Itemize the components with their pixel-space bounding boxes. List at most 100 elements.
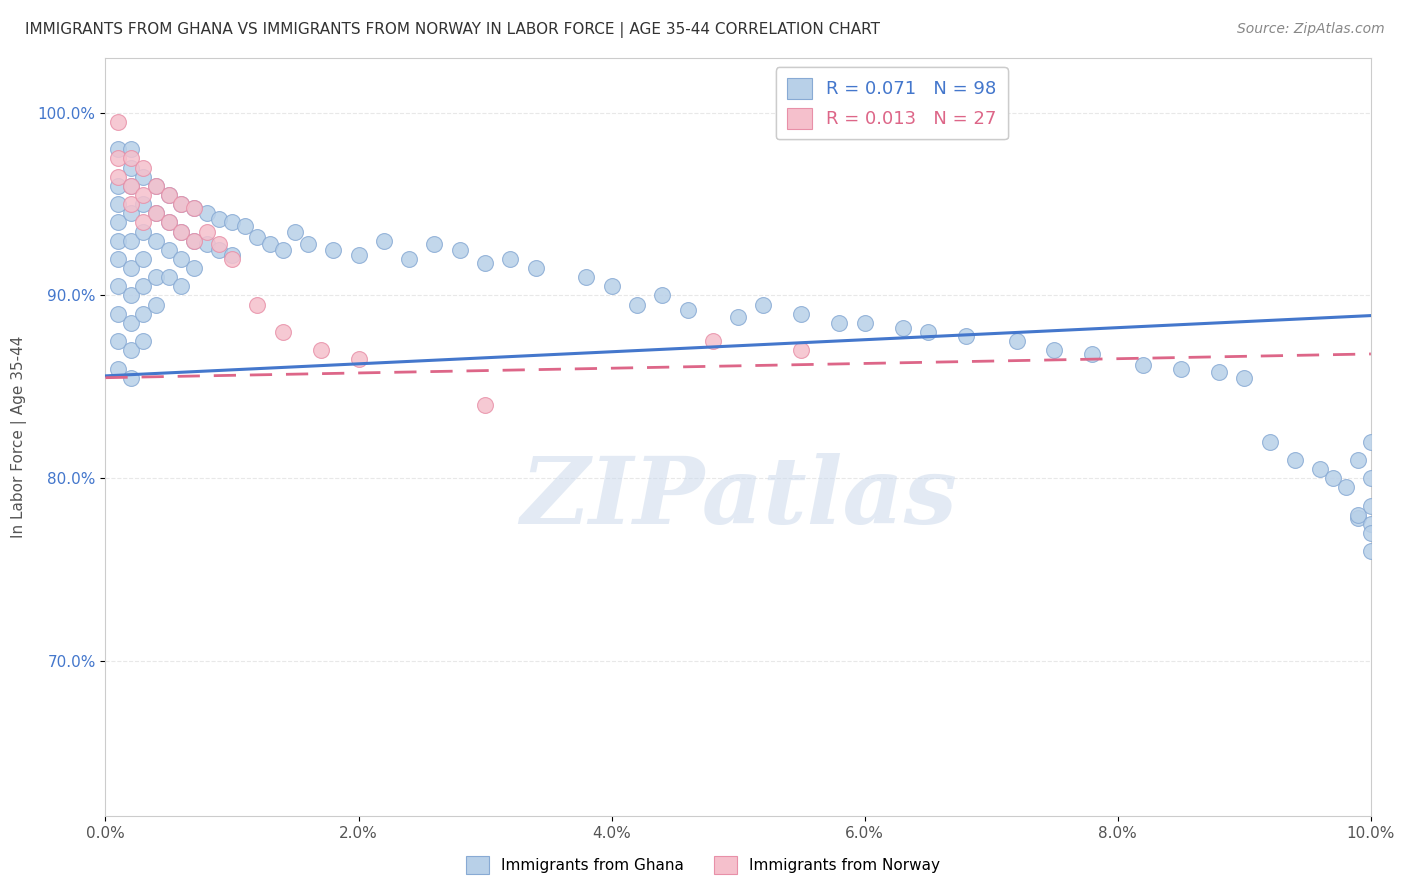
Point [1043, 343, 1066, 358]
Point [955, 328, 977, 343]
Point [271, 325, 294, 339]
Point [702, 334, 724, 348]
Point [132, 161, 155, 175]
Point [157, 243, 180, 257]
Point [195, 206, 218, 220]
Point [170, 279, 193, 293]
Point [423, 237, 446, 252]
Point [524, 261, 547, 276]
Point [284, 225, 307, 239]
Point [828, 316, 851, 330]
Point [474, 398, 496, 412]
Point [170, 225, 193, 239]
Point [132, 307, 155, 321]
Point [157, 270, 180, 285]
Point [107, 197, 129, 211]
Point [132, 225, 155, 239]
Point [157, 215, 180, 229]
Point [676, 303, 699, 318]
Legend: Immigrants from Ghana, Immigrants from Norway: Immigrants from Ghana, Immigrants from N… [460, 850, 946, 880]
Point [1170, 361, 1192, 376]
Point [373, 234, 395, 248]
Point [107, 361, 129, 376]
Point [1233, 370, 1256, 384]
Point [132, 188, 155, 202]
Point [145, 206, 167, 220]
Point [347, 248, 370, 262]
Point [120, 178, 142, 193]
Point [208, 237, 231, 252]
Point [246, 230, 269, 244]
Point [107, 334, 129, 348]
Point [917, 325, 939, 339]
Point [120, 206, 142, 220]
Point [183, 201, 205, 215]
Point [120, 161, 142, 175]
Point [120, 316, 142, 330]
Point [107, 115, 129, 129]
Point [145, 206, 167, 220]
Y-axis label: In Labor Force | Age 35-44: In Labor Force | Age 35-44 [11, 336, 27, 538]
Point [120, 288, 142, 302]
Legend: R = 0.071   N = 98, R = 0.013   N = 27: R = 0.071 N = 98, R = 0.013 N = 27 [776, 67, 1008, 139]
Point [1284, 453, 1306, 467]
Point [120, 343, 142, 358]
Point [145, 178, 167, 193]
Point [221, 215, 243, 229]
Point [626, 298, 648, 312]
Point [322, 243, 344, 257]
Point [120, 261, 142, 276]
Point [107, 252, 129, 266]
Point [120, 152, 142, 166]
Point [208, 211, 231, 226]
Point [259, 237, 281, 252]
Point [157, 188, 180, 202]
Point [1208, 365, 1230, 379]
Point [120, 197, 142, 211]
Point [221, 248, 243, 262]
Point [145, 270, 167, 285]
Point [1347, 508, 1369, 522]
Point [107, 279, 129, 293]
Point [145, 234, 167, 248]
Point [1360, 471, 1382, 485]
Point [170, 252, 193, 266]
Point [107, 169, 129, 184]
Point [1132, 358, 1154, 372]
Point [1005, 334, 1028, 348]
Point [233, 219, 256, 233]
Point [1360, 544, 1382, 558]
Point [120, 370, 142, 384]
Text: Source: ZipAtlas.com: Source: ZipAtlas.com [1237, 22, 1385, 37]
Point [499, 252, 522, 266]
Point [183, 201, 205, 215]
Point [449, 243, 471, 257]
Point [195, 225, 218, 239]
Point [170, 197, 193, 211]
Point [107, 307, 129, 321]
Point [575, 270, 598, 285]
Point [1309, 462, 1331, 476]
Point [120, 178, 142, 193]
Point [297, 237, 319, 252]
Point [132, 334, 155, 348]
Point [398, 252, 420, 266]
Point [183, 234, 205, 248]
Text: IMMIGRANTS FROM GHANA VS IMMIGRANTS FROM NORWAY IN LABOR FORCE | AGE 35-44 CORRE: IMMIGRANTS FROM GHANA VS IMMIGRANTS FROM… [25, 22, 880, 38]
Point [1360, 499, 1382, 513]
Point [1360, 526, 1382, 541]
Point [790, 343, 813, 358]
Point [1360, 434, 1382, 449]
Point [271, 243, 294, 257]
Point [309, 343, 332, 358]
Point [600, 279, 623, 293]
Point [221, 252, 243, 266]
Text: ZIPatlas: ZIPatlas [520, 453, 956, 542]
Point [752, 298, 775, 312]
Point [474, 255, 496, 269]
Point [1347, 453, 1369, 467]
Point [1334, 480, 1357, 494]
Point [853, 316, 876, 330]
Point [132, 197, 155, 211]
Point [120, 234, 142, 248]
